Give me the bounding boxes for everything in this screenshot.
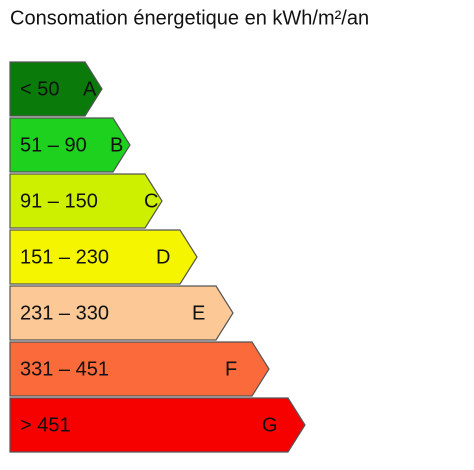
band-letter: G [262, 414, 278, 436]
band-arrow [9, 397, 306, 453]
band-arrow [9, 173, 163, 229]
band-letter: C [144, 190, 158, 212]
band-arrow [9, 285, 234, 341]
band-range: 331 – 451 [20, 358, 109, 380]
band-range: 231 – 330 [20, 302, 109, 324]
band-arrow [9, 61, 103, 117]
band-range: 151 – 230 [20, 246, 109, 268]
band-range: 51 – 90 [20, 134, 87, 156]
band-range: < 50 [20, 78, 59, 100]
band-range: > 451 [20, 414, 71, 436]
band-letter: D [156, 246, 170, 268]
band-letter: E [192, 302, 205, 324]
band-arrow [9, 229, 198, 285]
band-range: 91 – 150 [20, 190, 98, 212]
band-letter: F [225, 358, 237, 380]
band-arrow [9, 117, 131, 173]
band-letter: A [83, 78, 97, 100]
title: Consomation énergetique en kWh/m²/an [10, 7, 369, 29]
band-letter: B [110, 134, 123, 156]
band-arrow [9, 341, 270, 397]
